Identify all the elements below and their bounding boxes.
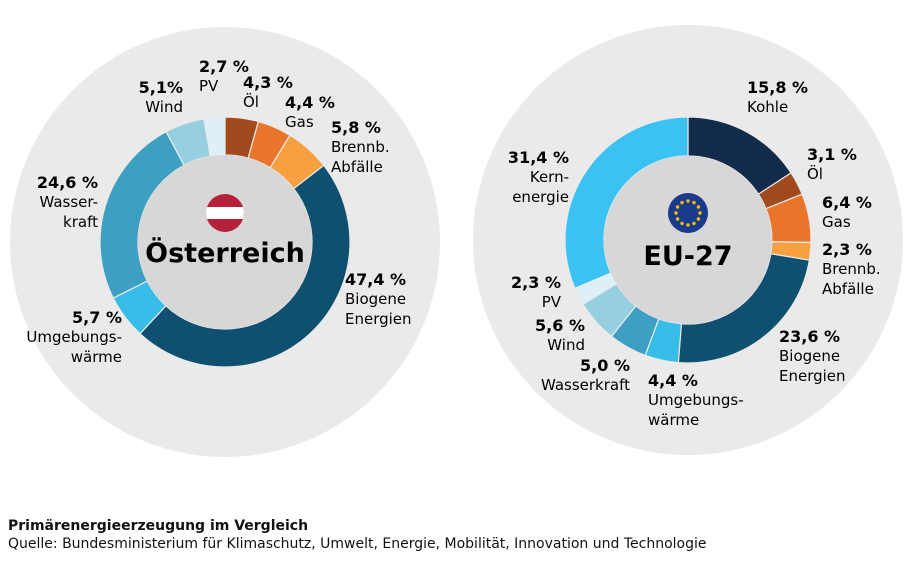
data-label-text: PV — [542, 293, 562, 311]
data-label-text: Kohle — [747, 98, 788, 116]
data-label-value: 2,3 % — [511, 273, 561, 292]
data-label-text: Energien — [779, 367, 846, 385]
eu-flag-star — [680, 221, 684, 226]
eu-flag-star — [675, 205, 680, 209]
label-gas: 6,4 %Gas — [822, 193, 872, 231]
chart-title: Primärenergieerzeugung im Vergleich — [8, 518, 309, 534]
donut-center — [604, 156, 772, 324]
austria-flag-icon — [206, 194, 244, 232]
donut-center — [138, 155, 312, 329]
eu-flag-star — [696, 205, 701, 209]
label-oel: 4,3 %Öl — [243, 73, 293, 111]
label-oel: 3,1 %Öl — [807, 145, 857, 183]
data-label-text: Brennb. — [331, 138, 390, 156]
label-wind: 5,6 %Wind — [535, 316, 585, 354]
eu-flag-star — [692, 221, 696, 226]
eu-flag-star — [675, 217, 680, 221]
label-pv: 2,7 %PV — [199, 57, 249, 95]
data-label-text: Brennb. — [822, 260, 881, 278]
data-label-value: 4,4 % — [648, 371, 698, 390]
data-label-text: wärme — [71, 348, 122, 366]
data-label-value: 5,0 % — [580, 356, 630, 375]
data-label-text: Biogene — [779, 347, 840, 365]
eu-flag-star — [692, 200, 696, 205]
data-label-text: Biogene — [345, 290, 406, 308]
data-label-value: 2,3 % — [822, 240, 872, 259]
data-label-value: 23,6 % — [779, 327, 840, 346]
data-label-value: 24,6 % — [37, 173, 98, 192]
donut-title: Österreich — [145, 236, 305, 269]
data-label-text: Öl — [807, 164, 823, 183]
data-label-text: Wasserkraft — [541, 376, 630, 394]
data-label-value: 4,3 % — [243, 73, 293, 92]
label-kernenergie: 31,4 %Kern-energie — [508, 148, 569, 206]
label-biogene: 47,4 %Biogene Energien — [345, 270, 412, 328]
label-abfaelle: 2,3 %Brennb. Abfälle — [822, 240, 881, 298]
data-label-text: wärme — [648, 411, 699, 429]
eu-flag-star — [680, 200, 684, 205]
label-wasserkraft: 24,6 %Wasser-kraft — [37, 173, 98, 231]
data-label-text: kraft — [63, 213, 98, 231]
label-umgebung: 4,4 %Umgebungs-wärme — [648, 371, 744, 429]
data-label-value: 31,4 % — [508, 148, 569, 167]
eu-flag-star — [686, 223, 690, 227]
data-label-text: Gas — [822, 213, 851, 231]
data-label-text: Umgebungs- — [648, 391, 744, 409]
data-label-value: 5,7 % — [72, 308, 122, 327]
data-label-value: 5,6 % — [535, 316, 585, 335]
data-label-text: Wasser- — [39, 193, 98, 211]
data-label-text: Umgebungs- — [26, 328, 122, 346]
label-abfaelle: 5,8 %Brennb. Abfälle — [331, 118, 390, 176]
data-label-value: 3,1 % — [807, 145, 857, 164]
data-label-value: 6,4 % — [822, 193, 872, 212]
data-label-value: 4,4 % — [285, 93, 335, 112]
data-label-text: energie — [512, 188, 569, 206]
label-pv: 2,3 %PV — [511, 273, 562, 311]
label-biogene: 23,6 %Biogene Energien — [779, 327, 846, 385]
data-label-text: Abfälle — [822, 280, 874, 298]
data-label-text: Wind — [145, 98, 183, 116]
eu-flag-star — [674, 211, 678, 215]
data-label-value: 5,1% — [139, 78, 183, 97]
label-umgebung: 5,7 %Umgebungs-wärme — [26, 308, 122, 366]
eu-flag-star — [698, 211, 702, 215]
data-label-text: Gas — [285, 113, 314, 131]
data-label-value: 15,8 % — [747, 78, 808, 97]
label-wind: 5,1%Wind — [139, 78, 183, 116]
label-kohle: 15,8 %Kohle — [747, 78, 808, 116]
chart-source: Quelle: Bundesministerium für Klimaschut… — [8, 536, 707, 552]
data-label-text: Wind — [547, 336, 585, 354]
eu-flag-star — [696, 217, 701, 221]
data-label-value: 5,8 % — [331, 118, 381, 137]
data-label-value: 2,7 % — [199, 57, 249, 76]
data-label-text: Energien — [345, 310, 412, 328]
eu-flag-star — [686, 199, 690, 203]
chart-footer: Primärenergieerzeugung im Vergleich Quel… — [8, 517, 706, 553]
label-gas: 4,4 %Gas — [285, 93, 335, 131]
data-label-text: PV — [199, 77, 219, 95]
data-label-value: 47,4 % — [345, 270, 406, 289]
label-wasserkraft: 5,0 %Wasserkraft — [541, 356, 630, 394]
data-label-text: Öl — [243, 92, 259, 111]
donut-title: EU-27 — [643, 241, 732, 272]
data-label-text: Abfälle — [331, 158, 383, 176]
data-label-text: Kern- — [530, 168, 569, 186]
eu-flag-icon — [668, 193, 708, 233]
